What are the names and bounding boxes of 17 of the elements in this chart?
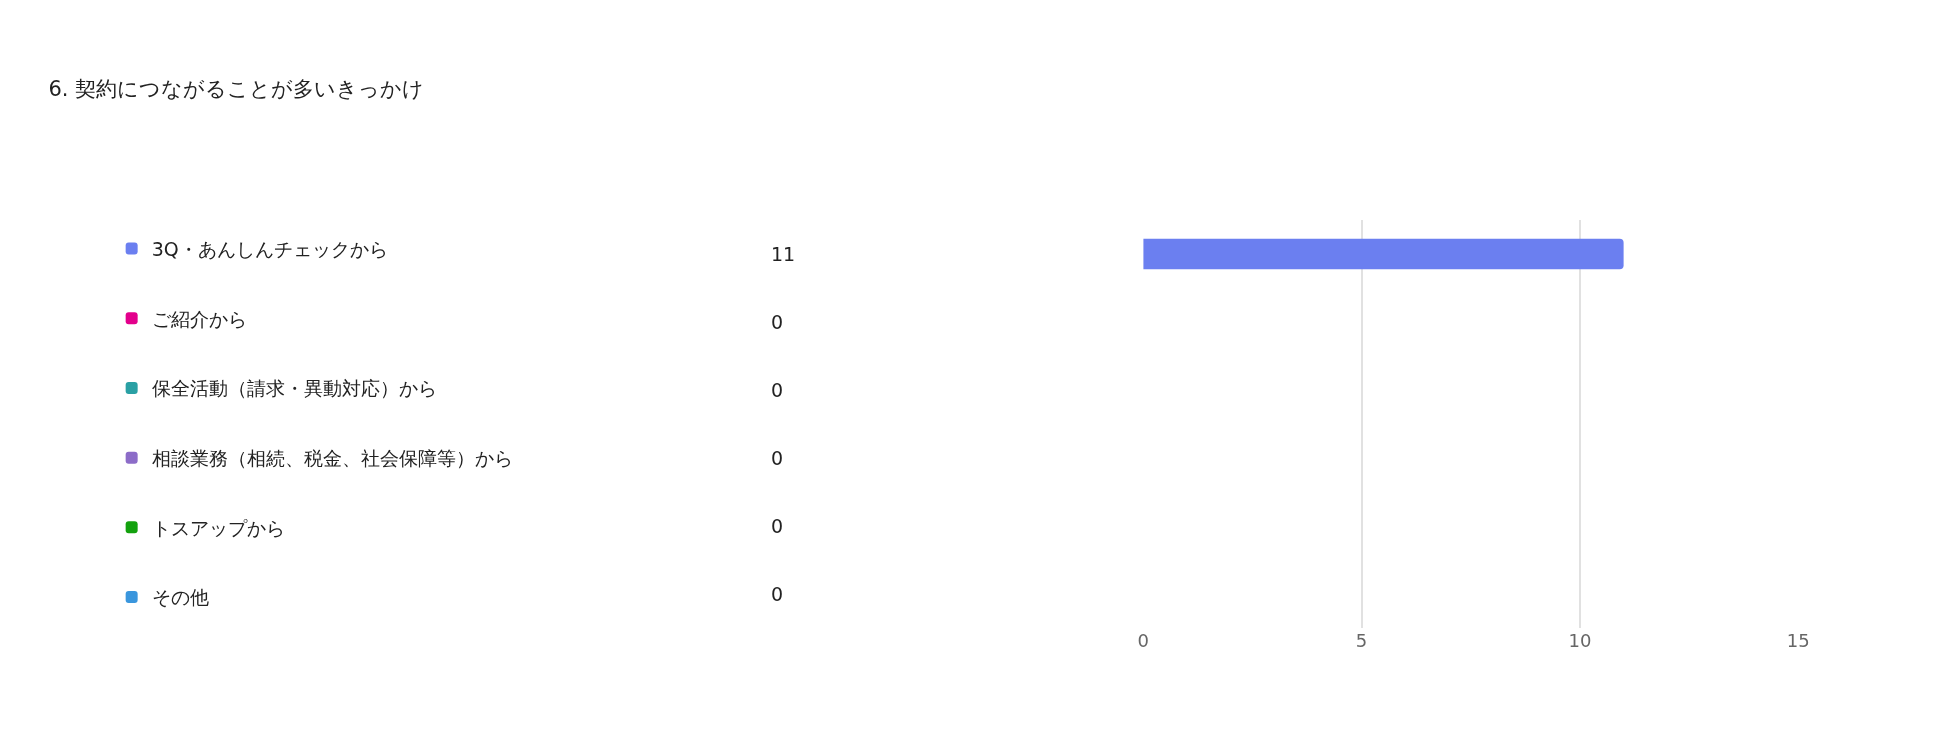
text: 6. 契約につながることが多いきっかけ — [48, 77, 425, 102]
legend-label: 相談業務（相続、税金、社会保障等）から — [151, 447, 513, 470]
text: 0 — [771, 583, 784, 605]
text: 0 — [771, 515, 784, 537]
legend-label: 3Q・あんしんチェックから — [151, 237, 388, 260]
x-tick-label: 10 — [1568, 629, 1592, 651]
x-tick-label: 5 — [1355, 629, 1368, 651]
text: 11 — [771, 243, 796, 265]
legend-label: 保全活動（請求・異動対応）から — [151, 377, 437, 400]
legend-label: その他 — [151, 586, 209, 609]
text: 0 — [771, 311, 784, 333]
legend-label: トスアップから — [151, 516, 285, 539]
legend-label: ご紹介から — [151, 307, 247, 330]
x-tick-label: 15 — [1786, 629, 1810, 651]
text: 0 — [771, 447, 784, 469]
x-tick-label: 0 — [1137, 629, 1149, 651]
text: 0 — [771, 379, 784, 401]
